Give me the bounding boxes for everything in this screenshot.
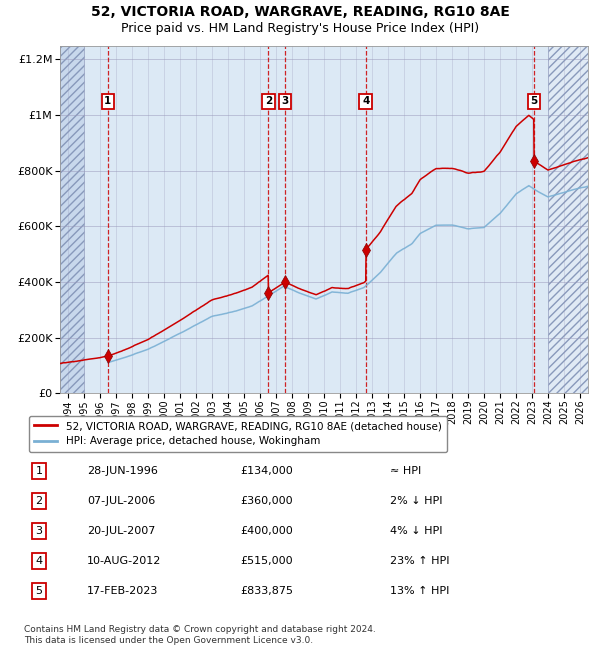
Text: 5: 5	[35, 586, 43, 596]
Text: 4% ↓ HPI: 4% ↓ HPI	[390, 526, 443, 536]
Text: 4: 4	[362, 96, 370, 106]
Text: 23% ↑ HPI: 23% ↑ HPI	[390, 556, 449, 566]
Text: 3: 3	[281, 96, 289, 106]
Text: £833,875: £833,875	[240, 586, 293, 596]
Text: 3: 3	[35, 526, 43, 536]
Text: 20-JUL-2007: 20-JUL-2007	[87, 526, 155, 536]
Text: 4: 4	[35, 556, 43, 566]
Text: £515,000: £515,000	[240, 556, 293, 566]
Text: 5: 5	[530, 96, 538, 106]
Text: 2: 2	[265, 96, 272, 106]
Text: £360,000: £360,000	[240, 496, 293, 506]
Text: 2% ↓ HPI: 2% ↓ HPI	[390, 496, 443, 506]
Text: 1: 1	[104, 96, 112, 106]
Bar	[60, 46, 84, 393]
Text: 07-JUL-2006: 07-JUL-2006	[87, 496, 155, 506]
Text: 17-FEB-2023: 17-FEB-2023	[87, 586, 158, 596]
Text: Contains HM Land Registry data © Crown copyright and database right 2024.
This d: Contains HM Land Registry data © Crown c…	[24, 625, 376, 645]
Bar	[548, 46, 588, 393]
Bar	[548, 46, 588, 393]
Text: 2: 2	[35, 496, 43, 506]
Text: 1: 1	[35, 466, 43, 476]
Bar	[60, 46, 84, 393]
Text: 13% ↑ HPI: 13% ↑ HPI	[390, 586, 449, 596]
Text: £134,000: £134,000	[240, 466, 293, 476]
Text: 28-JUN-1996: 28-JUN-1996	[87, 466, 158, 476]
Text: 52, VICTORIA ROAD, WARGRAVE, READING, RG10 8AE: 52, VICTORIA ROAD, WARGRAVE, READING, RG…	[91, 5, 509, 20]
Text: 10-AUG-2012: 10-AUG-2012	[87, 556, 161, 566]
Legend: 52, VICTORIA ROAD, WARGRAVE, READING, RG10 8AE (detached house), HPI: Average pr: 52, VICTORIA ROAD, WARGRAVE, READING, RG…	[29, 416, 447, 452]
Text: ≈ HPI: ≈ HPI	[390, 466, 421, 476]
Text: Price paid vs. HM Land Registry's House Price Index (HPI): Price paid vs. HM Land Registry's House …	[121, 22, 479, 35]
Text: £400,000: £400,000	[240, 526, 293, 536]
